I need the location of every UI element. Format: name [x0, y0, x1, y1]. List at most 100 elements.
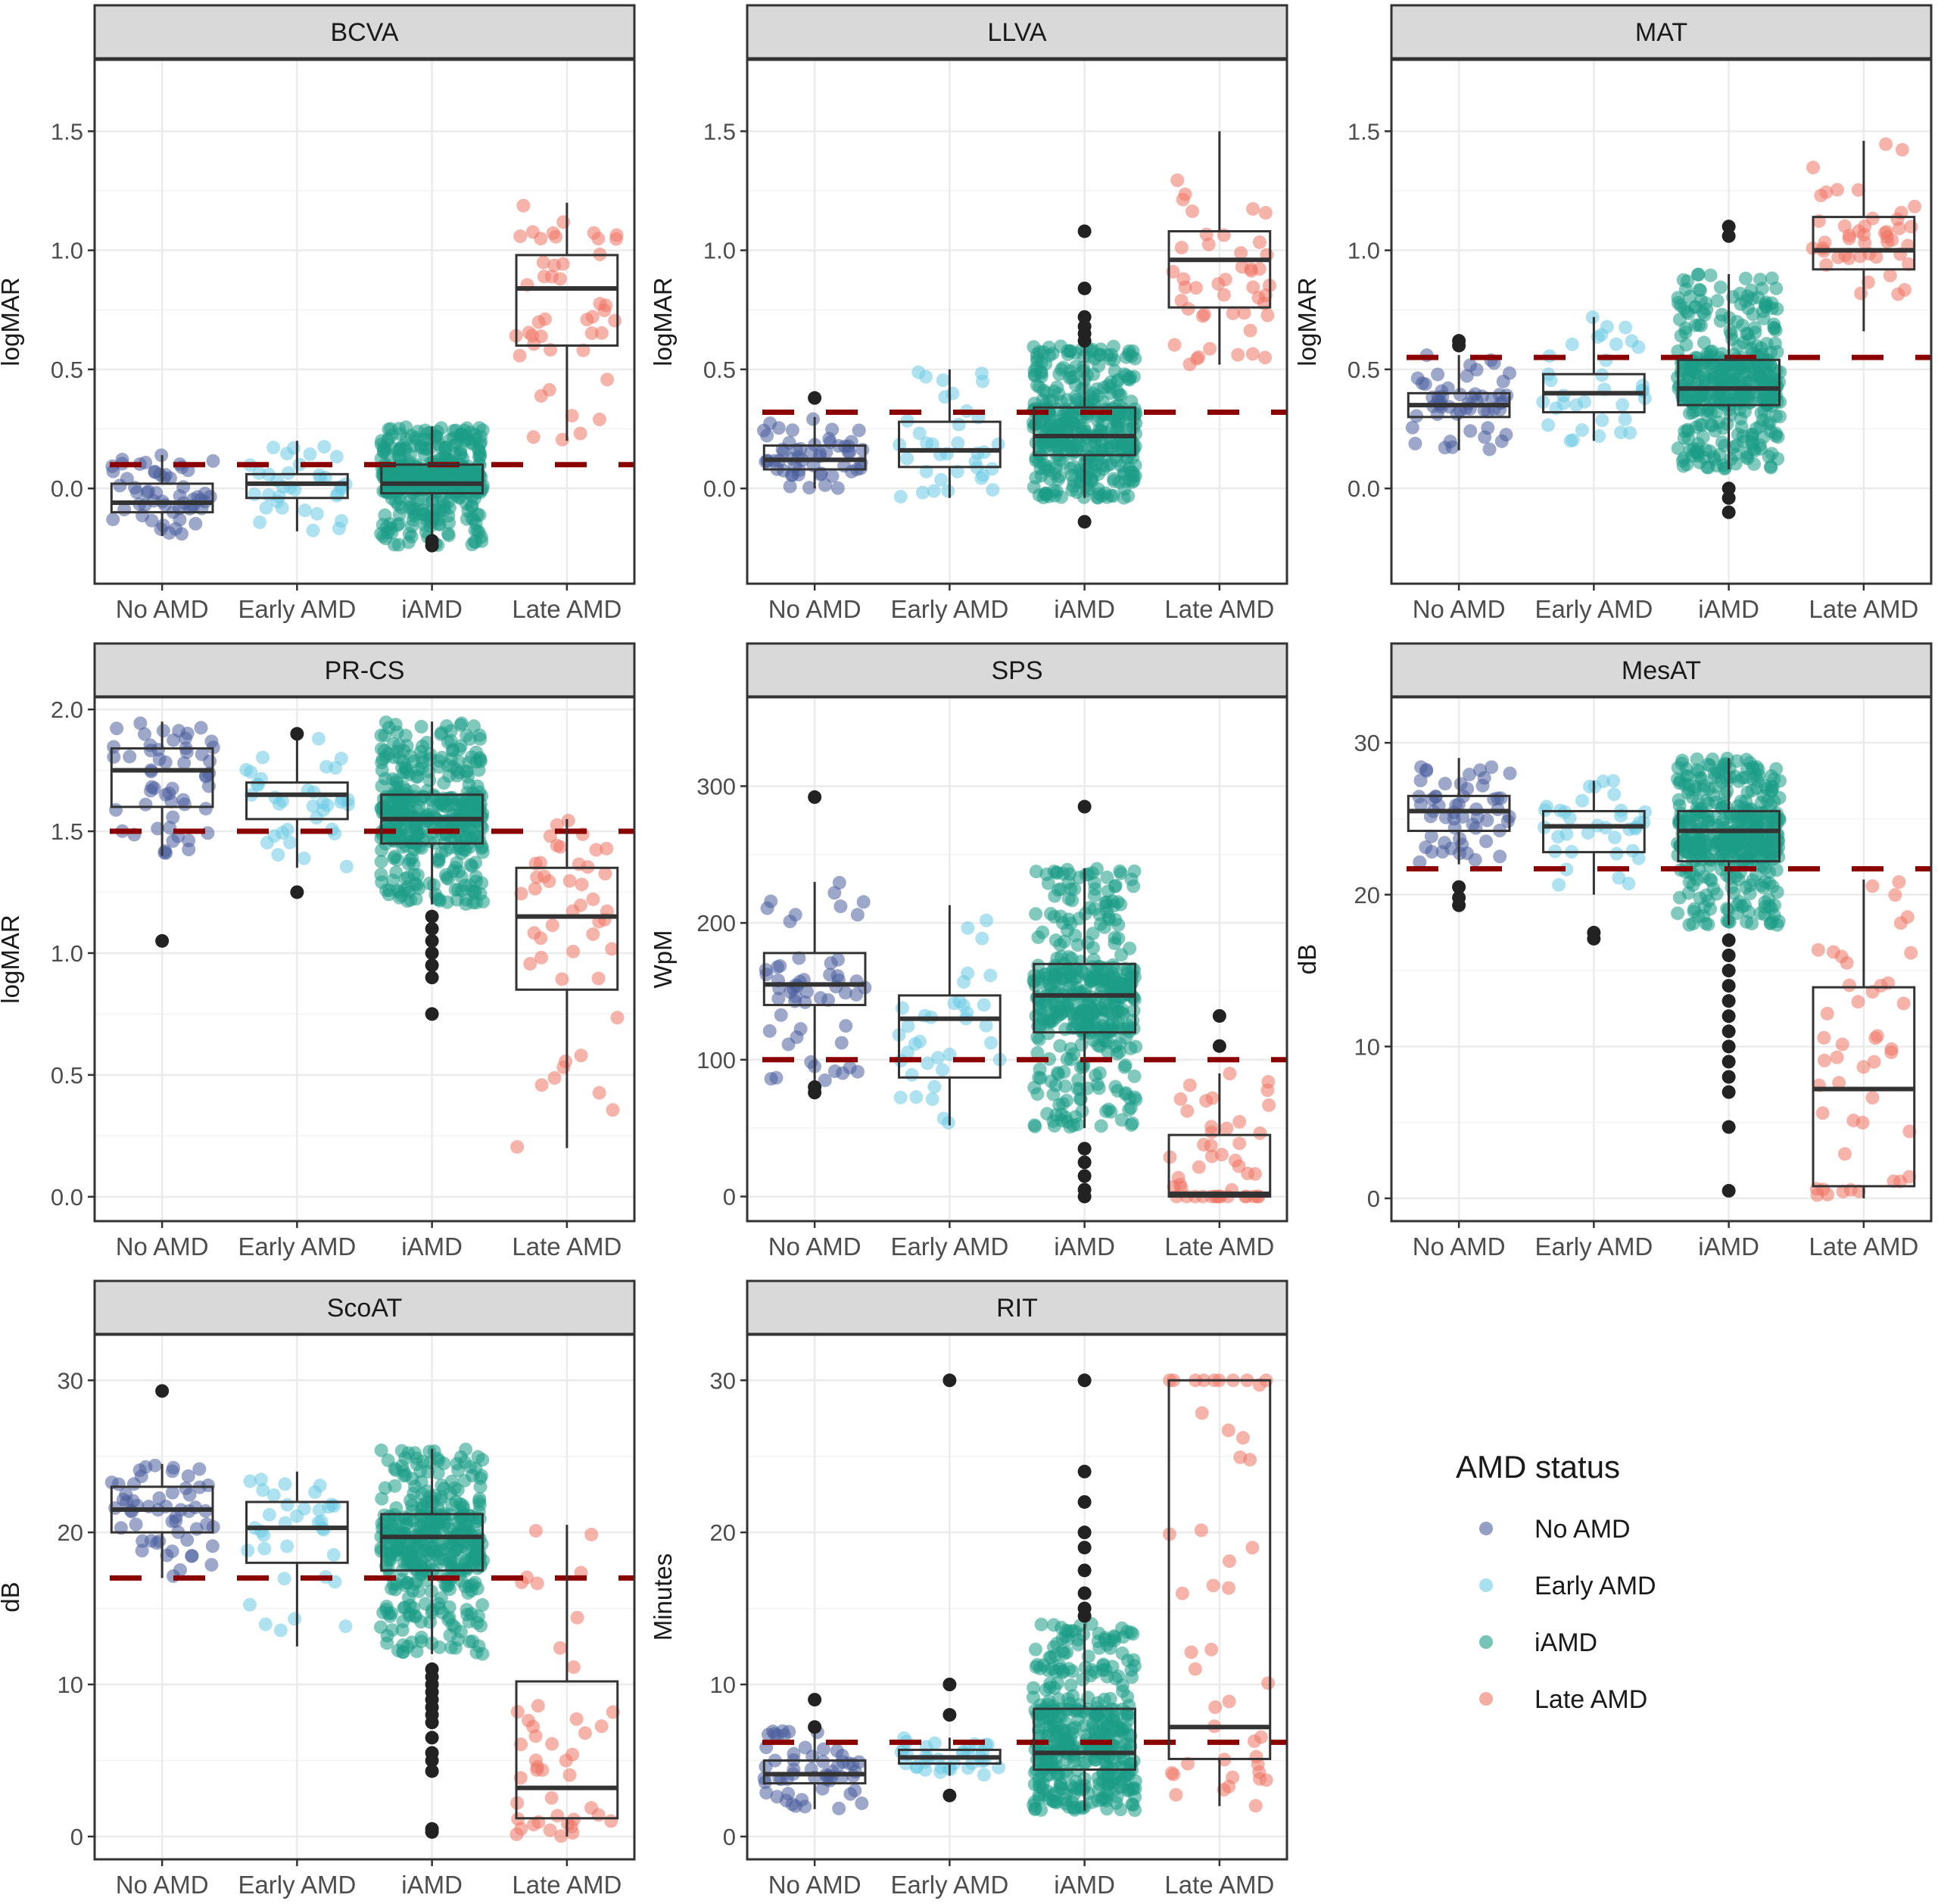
data-point — [1101, 1044, 1115, 1058]
data-point — [432, 1640, 447, 1654]
data-point — [437, 1482, 451, 1496]
data-point — [1902, 1124, 1917, 1139]
box-early-amd — [245, 727, 349, 899]
data-point — [374, 855, 388, 869]
data-point — [553, 840, 568, 854]
data-point — [1688, 360, 1703, 374]
data-point — [1052, 469, 1067, 484]
data-point — [585, 310, 600, 324]
data-point — [273, 1623, 288, 1638]
data-point — [1117, 1737, 1131, 1752]
data-point — [110, 721, 124, 736]
data-point — [553, 272, 567, 286]
data-point — [1106, 489, 1120, 503]
data-point — [986, 483, 1000, 497]
data-point — [1628, 821, 1643, 836]
data-point — [1893, 1174, 1908, 1189]
data-point — [419, 735, 434, 749]
data-point — [1700, 460, 1714, 475]
data-point — [1672, 313, 1687, 327]
data-point — [534, 1078, 549, 1092]
data-point — [509, 1827, 524, 1841]
x-tick-label: iAMD — [401, 1871, 463, 1899]
data-point — [823, 968, 837, 982]
data-point — [448, 1641, 463, 1655]
data-point — [1609, 846, 1624, 861]
data-point — [272, 489, 286, 503]
data-point — [1865, 211, 1880, 226]
data-point — [1114, 1759, 1129, 1774]
box-no-amd — [110, 721, 214, 948]
data-point — [1103, 1634, 1117, 1648]
data-point — [1470, 810, 1485, 824]
data-point — [591, 1808, 606, 1822]
y-tick-label: 10 — [58, 1672, 83, 1698]
x-tick-label: Late AMD — [1809, 1232, 1918, 1261]
data-point — [1853, 249, 1868, 263]
box-iqr — [762, 444, 867, 471]
data-point — [1058, 1022, 1073, 1036]
data-point — [1258, 351, 1273, 365]
data-point — [546, 226, 560, 240]
data-point — [1635, 379, 1650, 393]
y-tick-label: 30 — [1354, 730, 1380, 756]
data-point — [325, 1497, 339, 1512]
outlier-point — [808, 1720, 822, 1734]
data-point — [1217, 288, 1231, 302]
data-point — [1083, 901, 1097, 915]
outlier-point — [425, 946, 439, 960]
data-point — [830, 481, 845, 495]
data-point — [413, 826, 427, 840]
data-point — [1608, 830, 1622, 845]
data-point — [550, 818, 564, 832]
data-point — [905, 1067, 919, 1082]
data-point — [472, 1494, 486, 1509]
x-tick-label: No AMD — [768, 595, 862, 623]
data-point — [1671, 906, 1685, 921]
data-point — [1696, 430, 1710, 444]
data-point — [822, 432, 837, 446]
data-point — [387, 538, 401, 552]
data-point — [334, 751, 348, 765]
data-point — [573, 898, 587, 912]
data-point — [398, 441, 413, 455]
data-point — [1042, 340, 1056, 354]
facet-strip — [1390, 4, 1933, 60]
facet-title: BCVA — [330, 18, 398, 47]
data-point — [555, 972, 569, 986]
x-tick-label: Early AMD — [890, 1871, 1008, 1899]
box-iamd — [1033, 799, 1136, 1204]
outlier-point — [1212, 1008, 1226, 1023]
data-point — [1027, 1118, 1042, 1133]
data-point — [530, 1762, 544, 1777]
y-tick-label: 0.5 — [51, 357, 83, 383]
data-point — [1028, 1642, 1042, 1656]
data-point — [1080, 368, 1095, 382]
data-point — [544, 1790, 559, 1805]
data-point — [1709, 404, 1724, 419]
data-point — [1253, 1126, 1267, 1140]
data-point — [534, 329, 548, 344]
data-point — [1126, 879, 1141, 893]
data-point — [1194, 1523, 1208, 1538]
data-point — [1118, 1058, 1133, 1073]
outlier-point — [1077, 799, 1092, 814]
data-point — [825, 469, 840, 483]
data-point — [1246, 280, 1260, 294]
data-point — [379, 883, 394, 897]
data-point — [165, 1544, 179, 1559]
data-point — [444, 484, 458, 498]
data-point — [1737, 809, 1752, 824]
data-point — [1764, 460, 1778, 474]
outlier-point — [1212, 1039, 1226, 1053]
data-point — [925, 1092, 939, 1106]
data-point — [1033, 1017, 1047, 1031]
data-point — [1086, 941, 1101, 955]
data-point — [781, 1037, 796, 1052]
data-point — [909, 1090, 924, 1105]
data-point — [1125, 1116, 1139, 1130]
data-point — [1487, 792, 1501, 806]
data-point — [1449, 798, 1463, 812]
data-point — [547, 1070, 562, 1085]
